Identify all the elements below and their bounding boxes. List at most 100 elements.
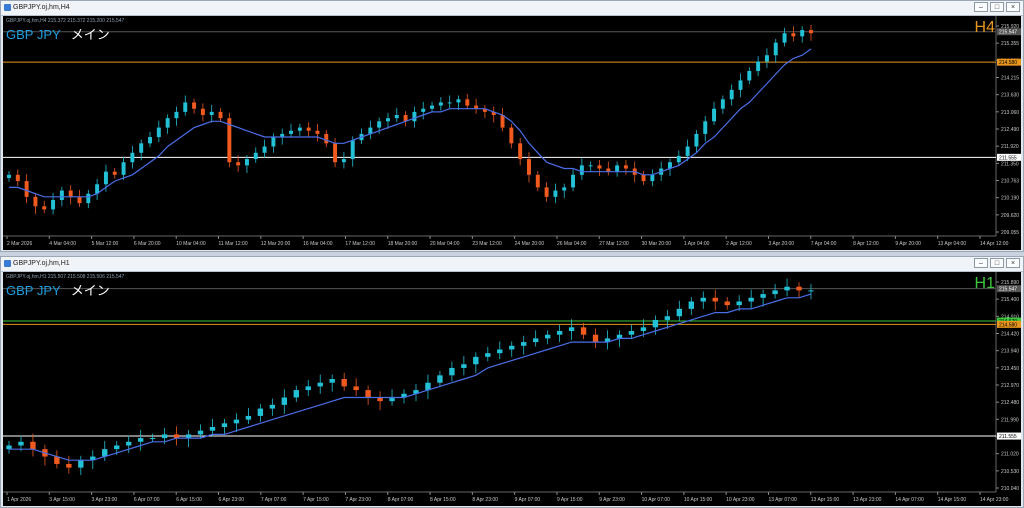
symbol-name: GBP JPY	[6, 283, 61, 298]
window-titlebar[interactable]: GBPJPY.oj,hm,H4 – □ ×	[1, 1, 1023, 16]
price-tick-label: 213.450	[1001, 366, 1019, 372]
candle-body	[365, 390, 371, 398]
candle-body	[425, 382, 431, 391]
price-tick-label: 210.763	[1001, 179, 1019, 185]
price-line-tag	[997, 432, 1021, 440]
price-tick-label: 209.620	[1001, 213, 1019, 219]
price-chart-h4[interactable]: 215.920215.355214.780214.215213.630213.0…	[3, 16, 1021, 250]
candle-body	[579, 165, 584, 175]
chart-window-h1: GBPJPY.oj,hm,H1 – □ × 215.890 215.400 214.…	[0, 256, 1024, 508]
time-tick-label: 6 Apr 23:00	[219, 497, 245, 503]
price-chart-h1[interactable]: 215.890 215.400 214.910 214.420 213.940 213.4…	[3, 272, 1021, 506]
time-tick-label: 13 Apr 04:00	[938, 241, 967, 247]
price-tick-label: 214.910	[1001, 314, 1019, 320]
maximize-button[interactable]: □	[990, 2, 1004, 12]
time-tick-label: 10 Apr 15:00	[684, 497, 713, 503]
candle-body	[368, 127, 373, 134]
candle-body	[86, 193, 91, 204]
candle-body	[333, 143, 338, 163]
candle-body	[173, 434, 180, 439]
candle-body	[729, 89, 734, 100]
candle-body	[401, 393, 407, 398]
candle-body	[447, 102, 452, 104]
candle-body	[664, 316, 671, 320]
time-tick-label: 16 Mar 04:00	[303, 241, 333, 247]
candle-body	[306, 127, 311, 131]
candle-body	[149, 438, 156, 440]
price-tick-label: 212.480	[1001, 400, 1019, 406]
time-tick-label: 10 Mar 04:00	[176, 241, 206, 247]
time-tick-label: 13 Apr 23:00	[853, 497, 882, 503]
candle-body	[694, 133, 699, 147]
candle-body	[90, 456, 96, 461]
candle-body	[509, 345, 515, 350]
minimize-button[interactable]: –	[974, 258, 988, 268]
candle-body	[760, 294, 766, 298]
price-tick-label: 210.040	[1001, 486, 1019, 492]
candle-body	[628, 331, 635, 335]
window-titlebar[interactable]: GBPJPY.oj,hm,H1 – □ ×	[1, 257, 1023, 272]
candle-body	[641, 174, 646, 182]
candle-body	[341, 379, 347, 387]
candle-body	[712, 108, 717, 122]
price-tick-label: 209.055	[1001, 230, 1019, 236]
candle-body	[688, 301, 694, 309]
candle-body	[156, 127, 161, 138]
candle-body	[174, 111, 179, 119]
chart-subtitle: メイン	[70, 27, 110, 42]
candle-body	[185, 434, 192, 439]
moving-average-line	[9, 293, 812, 461]
time-tick-label: 4 Mar 04:00	[49, 241, 76, 247]
candle-body	[491, 111, 496, 116]
candle-body	[430, 105, 435, 109]
candle-body	[30, 441, 36, 450]
price-tick-label: 212.970	[1001, 383, 1019, 389]
candle-body	[350, 140, 355, 160]
maximize-button[interactable]: □	[990, 258, 1004, 268]
candle-body	[24, 181, 29, 197]
candle-body	[764, 55, 769, 62]
candle-body	[526, 159, 531, 175]
minimize-button[interactable]: –	[974, 2, 988, 12]
candle-body	[297, 127, 302, 131]
time-tick-label: 13 Apr 07:00	[768, 497, 797, 503]
close-button[interactable]: ×	[1006, 258, 1020, 268]
time-tick-label: 11 Mar 12:00	[219, 241, 248, 247]
price-line-tag	[997, 28, 1021, 36]
candle-body	[438, 102, 443, 106]
candle-body	[615, 165, 620, 172]
candle-body	[703, 121, 708, 134]
window-title: GBPJPY.oj,hm,H1	[13, 260, 70, 267]
candle-body	[791, 33, 796, 37]
time-tick-label: 7 Apr 23:00	[345, 497, 371, 503]
candle-body	[580, 327, 587, 335]
candle-body	[748, 297, 754, 302]
close-button[interactable]: ×	[1006, 2, 1020, 12]
price-tick-label: 210.190	[1001, 196, 1019, 202]
candle-body	[315, 130, 320, 134]
candle-body	[269, 404, 276, 409]
candle-body	[95, 184, 100, 194]
candle-body	[197, 430, 204, 435]
candle-body	[700, 297, 706, 302]
candle-body	[236, 162, 241, 166]
candle-body	[341, 159, 346, 163]
candle-body	[485, 353, 491, 357]
time-tick-label: 1 Apr 2026	[7, 497, 31, 503]
candle-body	[473, 356, 479, 365]
candle-body	[18, 441, 24, 446]
candle-body	[720, 99, 725, 109]
candle-body	[604, 338, 611, 343]
timeframe-label: H4	[974, 19, 995, 36]
chart-window-icon	[4, 260, 11, 267]
symbol-label: GBP JPY メイン	[6, 280, 110, 299]
time-tick-label: 20 Mar 04:00	[430, 241, 460, 247]
window-title: GBPJPY.oj,hm,H4	[13, 4, 70, 11]
candle-body	[257, 408, 264, 416]
candle-body	[77, 196, 82, 204]
candle-body	[33, 196, 38, 207]
candle-body	[78, 460, 84, 468]
time-tick-label: 3 Apr 20:00	[768, 241, 794, 247]
price-tick-label: 211.020	[1001, 452, 1019, 458]
candle-body	[623, 165, 628, 169]
